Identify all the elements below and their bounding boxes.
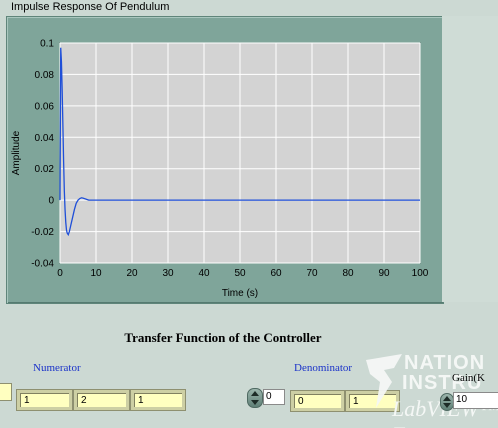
x-tick-label: 0: [57, 268, 63, 279]
denominator-label: Denominator: [294, 362, 353, 374]
graph-frame-margin: [442, 16, 498, 302]
watermark-line-1: NATION: [404, 352, 486, 374]
labview-evaluation-watermark: NATION INSTRU LabVIEW™ Ev: [362, 350, 498, 428]
graph-caption: Impulse Response Of Pendulum: [11, 1, 170, 13]
x-tick-label: 20: [126, 268, 138, 279]
y-axis-label: Amplitude: [11, 130, 22, 175]
numerator-element-2-value[interactable]: 1: [134, 393, 182, 407]
denominator-index-input[interactable]: 0: [263, 389, 285, 405]
y-tick-label: -0.04: [31, 259, 54, 270]
grid-lines: [59, 42, 421, 264]
denominator-element-0[interactable]: 0: [290, 390, 345, 412]
gain-increment-arrow-icon[interactable]: [443, 396, 451, 401]
x-tick-label: 80: [342, 268, 354, 279]
gain-label: Gain(K: [452, 372, 485, 384]
increment-arrow-icon[interactable]: [251, 391, 259, 396]
numerator-element-1[interactable]: 2: [73, 389, 130, 411]
y-tick-label: 0.08: [35, 70, 55, 81]
numerator-element-0[interactable]: 1: [16, 389, 73, 411]
denominator-index-spinner[interactable]: [247, 388, 263, 408]
x-tick-label: 40: [198, 268, 210, 279]
watermark-line-2: INSTRU: [402, 372, 483, 394]
y-tick-label: 0: [48, 196, 54, 207]
numerator-element-2[interactable]: 1: [130, 389, 186, 411]
x-tick-label: 100: [412, 268, 429, 279]
ni-eagle-logo-icon: [366, 354, 402, 408]
numerator-index-partial[interactable]: [0, 383, 12, 401]
denominator-element-0-value[interactable]: 0: [294, 394, 341, 408]
x-tick-label: 90: [378, 268, 390, 279]
numerator-element-0-value[interactable]: 1: [20, 393, 69, 407]
gain-spinner[interactable]: [440, 393, 454, 411]
impulse-response-trace: [59, 47, 420, 237]
x-tick-label: 10: [90, 268, 102, 279]
y-tick-label: 0.1: [40, 39, 54, 50]
gain-decrement-arrow-icon[interactable]: [443, 403, 451, 408]
y-tick-label: 0.04: [35, 133, 55, 144]
x-axis-label: Time (s): [222, 288, 258, 299]
decrement-arrow-icon[interactable]: [251, 400, 259, 405]
numerator-element-1-value[interactable]: 2: [77, 393, 126, 407]
denominator-element-1[interactable]: 1: [345, 390, 400, 412]
x-tick-label: 70: [306, 268, 318, 279]
x-tick-label: 30: [162, 268, 174, 279]
impulse-response-graph[interactable]: 0 10 20 30 40 50 60 70 80 90 100 0.10.080.060.040.…: [6, 16, 442, 302]
x-tick-label: 50: [234, 268, 246, 279]
y-axis-ticks: 0.1 0.08 0.06 0.04 0.02 0 -0.02 -0.04: [31, 39, 54, 270]
y-tick-label: 0.02: [35, 164, 55, 175]
gain-input[interactable]: 10: [453, 392, 498, 409]
controller-section-title: Transfer Function of the Controller: [124, 330, 322, 345]
x-axis-ticks: 0 10 20 30 40 50 60 70 80 90 100: [57, 268, 429, 279]
x-tick-label: 60: [270, 268, 282, 279]
y-tick-label: -0.02: [31, 227, 54, 238]
numerator-label: Numerator: [33, 362, 81, 374]
denominator-element-1-value[interactable]: 1: [349, 394, 396, 408]
y-tick-label: 0.06: [35, 101, 55, 112]
